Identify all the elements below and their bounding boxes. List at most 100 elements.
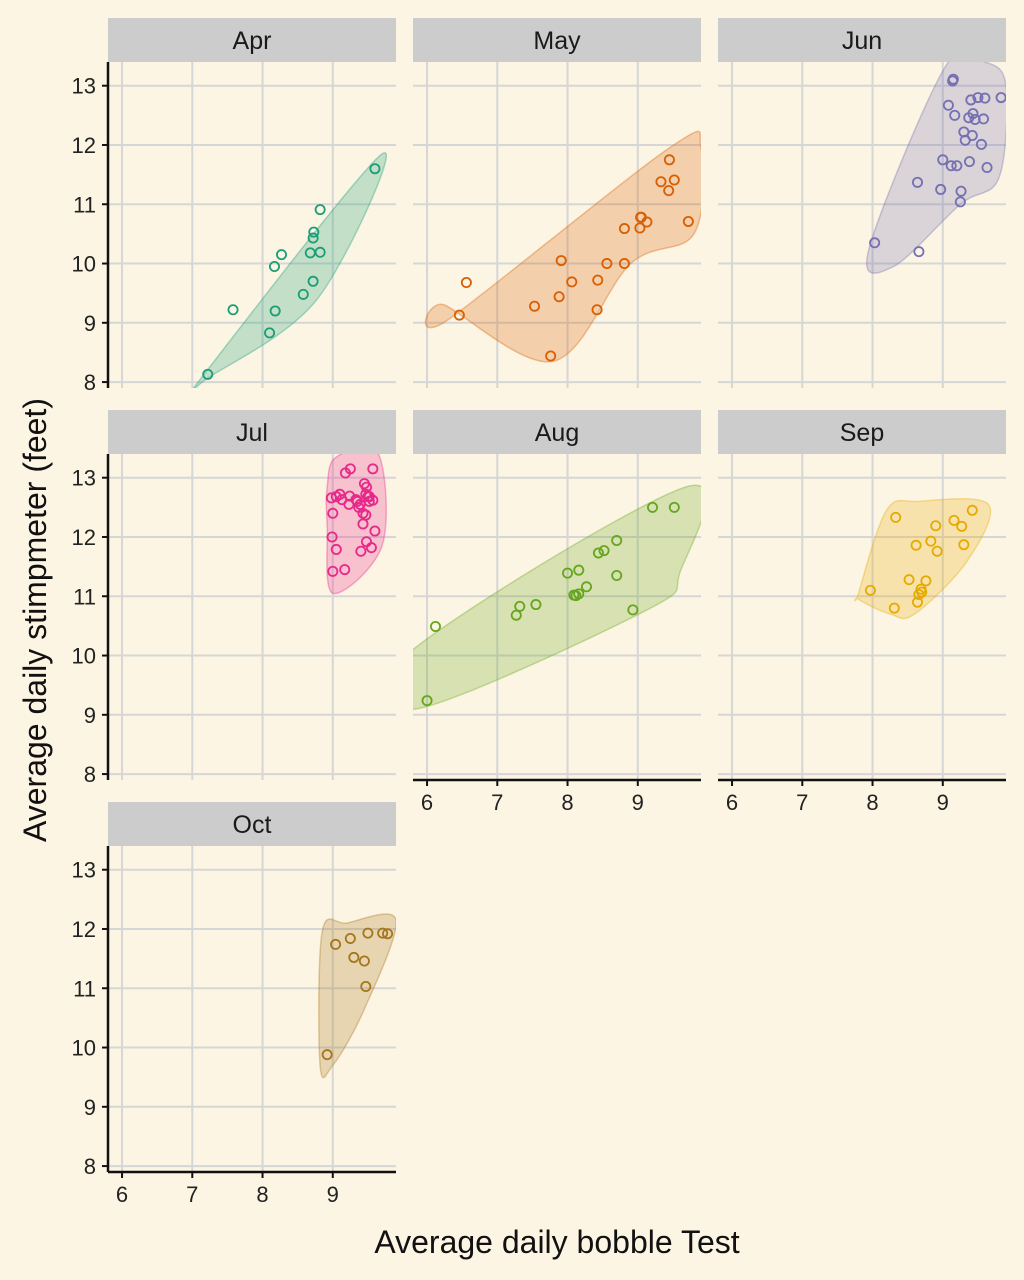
data-point	[913, 588, 925, 600]
data-point	[965, 94, 977, 106]
data-point	[365, 542, 377, 554]
data-point	[453, 309, 465, 321]
x-tick-label: 9	[632, 790, 644, 815]
data-point	[363, 491, 375, 503]
data-point	[553, 291, 565, 303]
data-point	[382, 928, 394, 940]
gridlines	[718, 454, 1006, 780]
data-point	[358, 955, 370, 967]
data-point	[995, 92, 1006, 104]
data-point	[360, 509, 372, 521]
gridlines	[413, 454, 701, 780]
hull-aug	[413, 484, 701, 711]
y-axis-title: Average daily stimpmeter (feet)	[17, 398, 53, 842]
data-point	[566, 276, 578, 288]
y-tick-label: 12	[72, 525, 96, 550]
data-point	[663, 154, 675, 166]
data-point	[956, 520, 968, 532]
y-tick-label: 13	[72, 466, 96, 491]
data-point	[514, 600, 526, 612]
facet-strip-label: Aug	[535, 419, 579, 447]
data-point	[510, 609, 522, 621]
x-tick-label: 9	[937, 790, 949, 815]
data-point	[592, 274, 604, 286]
gridlines	[108, 62, 396, 388]
y-tick-label: 10	[72, 252, 96, 277]
hull-sep	[854, 497, 992, 620]
data-point	[327, 507, 339, 519]
y-tick-label: 9	[84, 311, 96, 336]
points-sep	[864, 504, 978, 614]
gridlines	[718, 62, 1006, 388]
facet-panel-jul: Jul 8 9 10 11 12 13	[72, 410, 396, 787]
facet-panel-sep: Sep 6 7 8 9	[718, 410, 1006, 815]
points-apr	[202, 163, 381, 380]
gridlines	[413, 62, 701, 388]
data-point	[869, 237, 881, 249]
data-point	[682, 215, 694, 227]
data-point	[592, 547, 604, 559]
y-tick-label: 12	[72, 917, 96, 942]
data-point	[618, 258, 630, 270]
x-tick-label: 9	[327, 1182, 339, 1207]
data-point	[942, 99, 954, 111]
facet-strip	[108, 410, 396, 454]
data-point	[967, 108, 979, 120]
data-point	[269, 305, 281, 317]
data-point	[307, 275, 319, 287]
facet-strip	[718, 18, 1006, 62]
data-point	[978, 113, 990, 125]
data-point	[581, 581, 593, 593]
data-point	[321, 1049, 333, 1061]
points-aug	[421, 501, 680, 707]
points-jul	[325, 463, 381, 577]
y-tick-label: 13	[72, 858, 96, 883]
data-point	[555, 255, 567, 267]
data-point	[966, 504, 978, 516]
data-point	[655, 176, 667, 188]
data-point	[369, 525, 381, 537]
data-point	[668, 174, 680, 186]
data-point	[334, 488, 346, 500]
facet-strip	[108, 18, 396, 62]
data-point	[429, 620, 441, 632]
x-tick-label: 8	[866, 790, 878, 815]
data-point	[947, 73, 959, 85]
facet-strip-label: Jul	[236, 419, 268, 447]
data-point	[264, 327, 276, 339]
data-point	[348, 951, 360, 963]
points-oct	[321, 927, 394, 1061]
data-point	[598, 545, 610, 557]
data-point	[618, 223, 630, 235]
gridlines	[108, 846, 396, 1172]
y-tick-label: 13	[72, 74, 96, 99]
x-tick-label: 8	[256, 1182, 268, 1207]
data-point	[573, 564, 585, 576]
data-point	[351, 495, 363, 507]
data-point	[945, 160, 957, 172]
data-point	[367, 494, 379, 506]
data-point	[935, 183, 947, 195]
data-point	[930, 520, 942, 532]
data-point	[668, 501, 680, 513]
data-point	[326, 531, 338, 543]
data-point	[641, 216, 653, 228]
data-point	[202, 368, 214, 380]
data-point	[369, 163, 381, 175]
data-point	[949, 109, 961, 121]
data-point	[951, 160, 963, 172]
data-point	[663, 185, 675, 197]
facet-strip-label: Oct	[233, 811, 272, 839]
x-tick-label: 8	[561, 790, 573, 815]
data-point	[529, 300, 541, 312]
data-point	[327, 565, 339, 577]
y-tick-label: 11	[73, 584, 96, 609]
data-point	[937, 154, 949, 166]
data-point	[344, 463, 356, 475]
y-tick-label: 11	[73, 976, 96, 1001]
data-point	[227, 304, 239, 316]
data-point	[601, 258, 613, 270]
gridlines	[108, 454, 396, 780]
hull-may	[424, 130, 701, 363]
data-point	[931, 545, 943, 557]
